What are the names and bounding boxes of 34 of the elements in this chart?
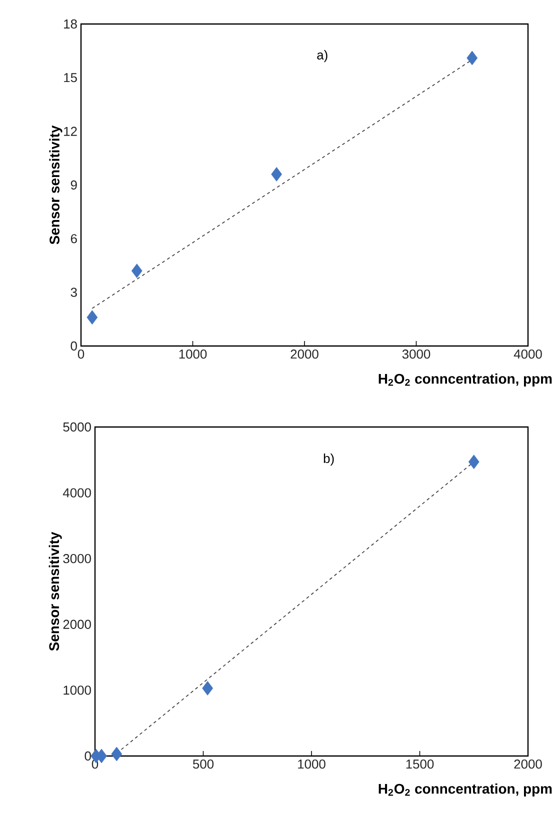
x-tick-label: 3000 — [402, 350, 430, 359]
point — [86, 310, 98, 325]
point — [131, 264, 142, 278]
y-tick-label: 4000 — [62, 488, 91, 498]
y-tick-label: 18 — [64, 19, 77, 29]
y-tick-label: 6 — [70, 234, 77, 244]
x-tick-label: 1000 — [179, 350, 207, 359]
y-tick-label: 3000 — [63, 554, 91, 564]
x-axis-title: H$_{2}$O$_{2}$ conncentration, ppm — [378, 374, 552, 387]
y-tick-label: 3 — [70, 288, 77, 297]
x-axis-title: H$_{2}$O$_{2}$ conncentration, ppm — [378, 784, 552, 797]
y-tick-label: 0 — [70, 341, 77, 351]
point — [466, 50, 478, 66]
point — [111, 746, 122, 762]
y-tick-label: 15 — [64, 73, 77, 82]
x-tick-label: 500 — [192, 760, 214, 769]
y-tick-label: 12 — [64, 126, 77, 136]
y-tick-label: 5000 — [63, 422, 91, 432]
y-tick-label: 0 — [84, 751, 91, 761]
point — [202, 681, 214, 696]
y-tick-label: 1000 — [64, 686, 91, 695]
y-axis-title: Sensor sensitivity — [49, 125, 62, 244]
text: b) — [324, 454, 334, 466]
y-tick-label: 9 — [70, 180, 77, 190]
text: a) — [317, 50, 328, 62]
y-axis-title: Sensor sensitivity — [48, 532, 62, 651]
x-tick-label: 4000 — [514, 350, 542, 359]
x-tick-label: 1500 — [406, 760, 434, 769]
point — [271, 167, 282, 182]
y-tick-label: 2000 — [63, 620, 91, 629]
x-tick-label: 2000 — [290, 350, 318, 359]
x-tick-label: 1000 — [298, 760, 326, 769]
x-tick-label: 2000 — [514, 760, 542, 769]
point — [468, 454, 480, 470]
